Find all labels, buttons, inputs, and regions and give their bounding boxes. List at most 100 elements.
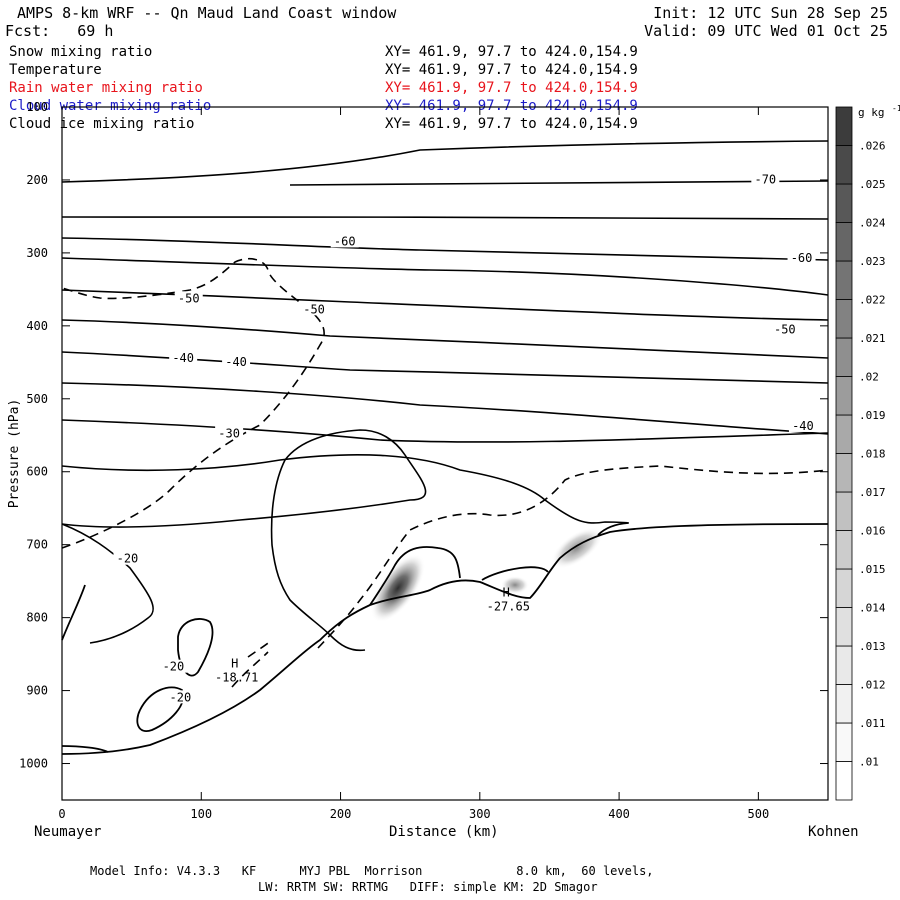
x-tick-label: 300 [469,807,491,821]
colorbar-swatch [835,684,853,724]
snow-shade-3 [501,576,529,594]
snow-shade-1 [370,553,426,623]
colorbar-swatch [835,530,853,570]
contour-label-bg [166,690,195,704]
field-xy-range: XY= 461.9, 97.7 to 424.0,154.9 [385,62,638,78]
colorbar-swatch [835,607,853,647]
x-left-label: Neumayer [34,824,102,840]
temperature-contours [61,140,829,652]
colorbar-swatch [835,299,853,339]
contour-line [61,429,427,652]
field-xy-range: XY= 461.9, 97.7 to 424.0,154.9 [385,116,638,132]
contour-label: -70 [754,172,776,186]
colorbar-unit-exponent: -1 [892,104,900,113]
chart-title: AMPS 8-km WRF -- Qn Maud Land Coast wind… [17,4,397,22]
mixing-ratio-shading [370,527,603,623]
contour-label-bg [788,418,817,432]
contour-label: -50 [178,291,200,305]
contour-line [61,289,829,321]
colorbar-level-label: .018 [859,448,886,461]
terrain-outline [61,522,829,755]
colorbar-level-label: .023 [859,255,886,268]
field-xy-range: XY= 461.9, 97.7 to 424.0,154.9 [385,98,638,114]
contour-label: -20 [170,690,192,704]
colorbar-level-label: .013 [859,640,886,653]
colorbar-level-label: .01 [859,756,879,769]
contour-line [61,140,829,183]
terrain-line [597,522,629,536]
contour-label: -20 [117,552,139,566]
y-tick-label: 200 [26,173,48,187]
colorbar-swatch [835,645,853,685]
field-xy-range: XY= 461.9, 97.7 to 424.0,154.9 [385,80,638,96]
contour-label-bg [215,426,244,440]
colorbar-level-label: .016 [859,525,886,538]
contour-line [61,257,829,296]
contour-line [61,453,630,524]
forecast-hour: Fcst: 69 h [5,22,114,40]
y-tick-label: 500 [26,392,48,406]
y-axis-label: Pressure (hPa) [7,399,22,509]
contour-label-bg [770,322,799,336]
contour-labels: -70 -60 -60 -50 -50 -50 -40 -40 -40 -30 -20 -20 -20 H… [113,172,817,704]
contour-line [289,180,829,186]
x-tick-label: 0 [58,807,65,821]
colorbar-level-label: .022 [859,294,886,307]
colorbar-level-label: .026 [859,140,886,153]
contour-line [61,319,829,359]
x-tick-label: 200 [330,807,352,821]
x-tick-label: 100 [190,807,212,821]
contour-line [136,686,185,732]
contour-line [61,584,86,641]
colorbar-level-label: .02 [859,371,879,384]
colorbar-swatch [835,106,853,146]
contour-label-bg [174,291,203,305]
model-physics: LW: RRTM SW: RRTMG DIFF: simple KM: 2D S… [258,880,598,894]
plot-axes: 100 200 300 400 500 600 700 800 900 1000 0 100 200 30… [7,100,829,821]
x-axis-label: Distance (km) [389,824,499,840]
x-right-label: Kohnen [808,824,859,840]
contour-line [61,419,829,443]
field-xy-range: XY= 461.9, 97.7 to 424.0,154.9 [385,44,638,60]
colorbar-level-label: .025 [859,178,886,191]
contour-label: -50 [774,323,796,337]
contour-label: -50 [303,302,325,316]
contour-label: -40 [792,419,814,433]
contour-line [61,237,829,261]
contour-label-bg [159,659,188,673]
y-tick-label: 400 [26,319,48,333]
field-name: Rain water mixing ratio [9,80,203,96]
terrain-line [61,523,829,755]
colorbar-swatch [835,491,853,531]
snow-shade-2 [551,527,603,569]
contour-label: -40 [172,351,194,365]
contour-label-bg [113,551,142,565]
colorbar-level-label: .024 [859,217,886,230]
dashed-contours [61,258,829,688]
colorbar-level-label: .019 [859,409,886,422]
dashed-line [317,465,829,649]
field-name: Cloud water mixing ratio [9,98,212,114]
terrain-line [61,745,109,753]
terrain-line [369,546,461,606]
contour-label-bg [751,172,780,186]
colorbar-swatch [835,222,853,262]
field-name: Temperature [9,62,102,78]
y-tick-label: 700 [26,538,48,552]
dashed-line [247,639,273,658]
contour-label-bg [300,302,329,316]
contour-label: -60 [334,234,356,248]
colorbar-level-label: .017 [859,486,886,499]
colorbar-swatch [835,568,853,608]
extremum-symbol: H [231,656,238,670]
extremum-symbol: H [503,586,510,600]
colorbar-level-label: .012 [859,679,886,692]
colorbar-swatch [835,145,853,185]
contour-label: -40 [225,355,247,369]
colorbar-swatch [835,183,853,223]
contour-label: -20 [163,660,185,674]
init-time: Init: 12 UTC Sun 28 Sep 25 [653,4,888,22]
colorbar: .01 .011 .012 .013 .014 .015 .016 .017 .018 .019.… [835,104,900,801]
field-name: Snow mixing ratio [9,44,153,60]
colorbar-swatch [835,337,853,377]
